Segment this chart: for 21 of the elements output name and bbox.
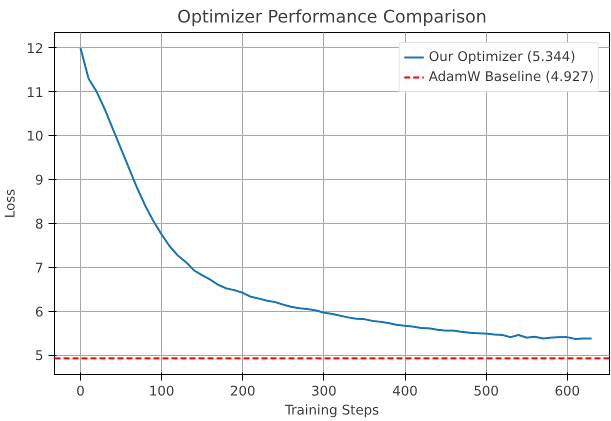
y-axis-title: Loss [4,188,19,218]
y-tick-label: 9 [35,174,44,189]
legend-label: Our Optimizer (5.344) [428,50,576,64]
legend-label: AdamW Baseline (4.927) [428,70,594,84]
x-tick-label: 100 [148,384,174,400]
y-tick-label: 8 [35,217,44,232]
line-series [79,46,593,340]
y-tick-label: 11 [26,86,44,101]
x-axis-title: Training Steps [284,404,380,418]
x-tick-label: 200 [230,384,256,400]
x-tick-label: 0 [76,384,85,400]
y-tick-label: 10 [26,130,44,145]
y-tick-label: 6 [35,305,44,320]
x-tick-label: 400 [392,384,418,400]
y-tick-label: 5 [35,349,44,364]
chart-title: Optimizer Performance Comparison [177,8,487,28]
x-tick-label: 300 [311,384,337,400]
y-tick-label: 12 [26,42,44,57]
x-tick-label: 600 [554,384,580,400]
x-tick-label: 500 [473,384,499,400]
y-tick-label: 7 [35,261,44,276]
